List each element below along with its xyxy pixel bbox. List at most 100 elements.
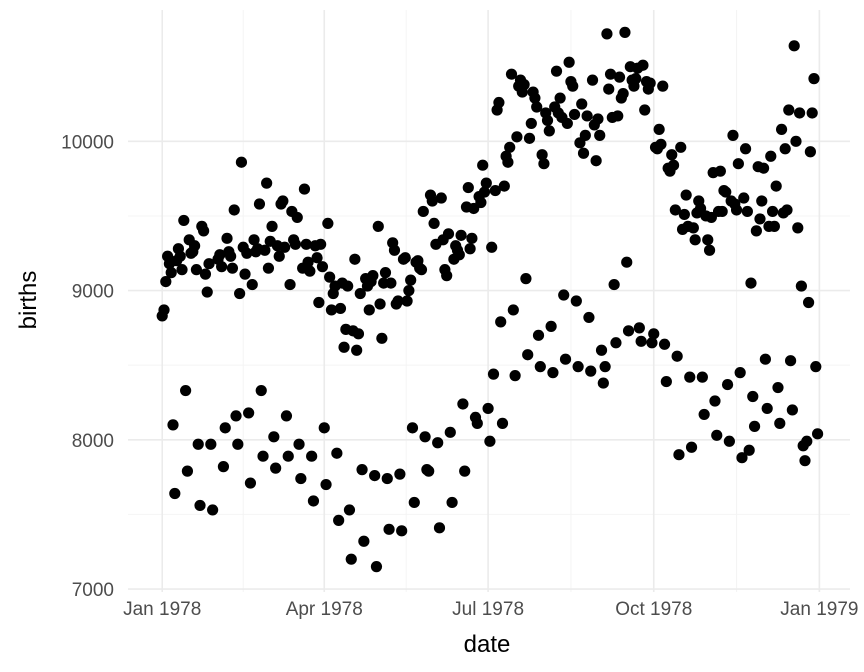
data-point bbox=[214, 249, 226, 261]
data-point bbox=[505, 68, 518, 80]
data-point bbox=[225, 250, 237, 262]
data-point bbox=[441, 270, 453, 282]
data-point bbox=[331, 447, 343, 459]
data-point bbox=[711, 429, 723, 441]
data-point bbox=[554, 92, 566, 104]
data-point bbox=[419, 431, 431, 443]
data-point bbox=[678, 208, 690, 221]
data-point bbox=[201, 286, 213, 298]
data-point bbox=[396, 525, 408, 537]
data-point bbox=[255, 384, 267, 397]
data-point bbox=[293, 438, 305, 450]
x-tick-labels: Jan 1978 Apr 1978 Jul 1978 Oct 1978 Jan 1979 bbox=[123, 599, 858, 620]
data-point bbox=[243, 407, 255, 419]
data-point bbox=[667, 159, 680, 171]
data-point bbox=[313, 296, 325, 309]
data-point bbox=[230, 410, 242, 422]
data-point bbox=[342, 280, 354, 292]
data-point bbox=[775, 123, 788, 135]
data-point bbox=[298, 183, 311, 195]
data-point bbox=[597, 377, 609, 389]
data-point bbox=[394, 468, 406, 480]
data-point bbox=[599, 361, 611, 373]
data-point bbox=[367, 270, 379, 282]
data-point bbox=[657, 80, 669, 92]
data-point bbox=[534, 361, 546, 373]
data-point bbox=[477, 159, 489, 171]
data-point bbox=[423, 465, 435, 477]
data-point bbox=[734, 367, 746, 379]
data-point bbox=[732, 158, 744, 170]
data-point bbox=[217, 461, 230, 473]
data-point bbox=[558, 289, 570, 301]
data-point bbox=[633, 322, 645, 334]
data-point bbox=[523, 132, 536, 144]
data-point bbox=[658, 338, 671, 350]
data-point bbox=[284, 278, 296, 291]
data-point bbox=[684, 371, 696, 383]
data-point bbox=[349, 253, 361, 265]
data-point bbox=[792, 222, 804, 234]
data-point bbox=[563, 56, 575, 68]
data-point bbox=[471, 417, 483, 429]
data-point bbox=[169, 487, 181, 500]
data-point bbox=[165, 267, 177, 279]
data-point bbox=[304, 265, 316, 277]
data-point bbox=[257, 450, 269, 462]
data-point bbox=[768, 220, 780, 232]
data-point bbox=[747, 390, 759, 403]
data-point bbox=[714, 165, 726, 177]
data-point bbox=[608, 278, 620, 291]
data-point bbox=[601, 28, 613, 40]
data-point bbox=[522, 349, 534, 361]
data-point bbox=[637, 59, 649, 71]
data-point bbox=[685, 441, 698, 453]
data-point bbox=[646, 337, 658, 349]
data-point bbox=[338, 341, 350, 353]
data-point bbox=[246, 278, 258, 291]
data-point bbox=[559, 353, 572, 365]
data-point bbox=[581, 110, 593, 122]
data-point bbox=[241, 247, 253, 259]
data-point bbox=[192, 438, 204, 450]
data-point bbox=[158, 304, 170, 316]
data-point bbox=[343, 504, 356, 516]
data-point bbox=[207, 504, 219, 516]
data-point bbox=[570, 295, 582, 307]
data-point bbox=[739, 143, 752, 155]
data-point bbox=[518, 79, 530, 91]
data-point bbox=[381, 472, 393, 485]
data-point bbox=[417, 205, 429, 218]
data-point bbox=[475, 196, 487, 209]
data-point bbox=[790, 135, 802, 147]
data-point bbox=[226, 262, 239, 274]
data-point bbox=[750, 225, 762, 237]
data-point bbox=[795, 280, 807, 292]
data-point bbox=[234, 287, 246, 300]
data-point bbox=[583, 311, 595, 324]
data-point bbox=[788, 40, 800, 52]
points-layer bbox=[156, 26, 824, 573]
data-point bbox=[259, 244, 271, 256]
data-point bbox=[401, 295, 413, 307]
data-point bbox=[160, 276, 172, 288]
data-point bbox=[178, 214, 190, 227]
data-point bbox=[489, 184, 501, 197]
data-point bbox=[543, 125, 555, 137]
data-point bbox=[358, 535, 370, 547]
data-point bbox=[261, 177, 273, 189]
data-point bbox=[232, 438, 244, 450]
data-point bbox=[561, 117, 573, 130]
data-point bbox=[604, 68, 617, 80]
data-point bbox=[318, 422, 330, 434]
data-point bbox=[273, 250, 285, 262]
data-point bbox=[595, 344, 608, 356]
data-point bbox=[442, 228, 455, 240]
data-point bbox=[392, 295, 404, 307]
data-point bbox=[493, 96, 505, 109]
data-point bbox=[307, 495, 320, 507]
data-point bbox=[673, 449, 685, 461]
data-point bbox=[455, 229, 467, 241]
data-point bbox=[590, 155, 602, 167]
y-tick-label: 7000 bbox=[72, 580, 114, 601]
